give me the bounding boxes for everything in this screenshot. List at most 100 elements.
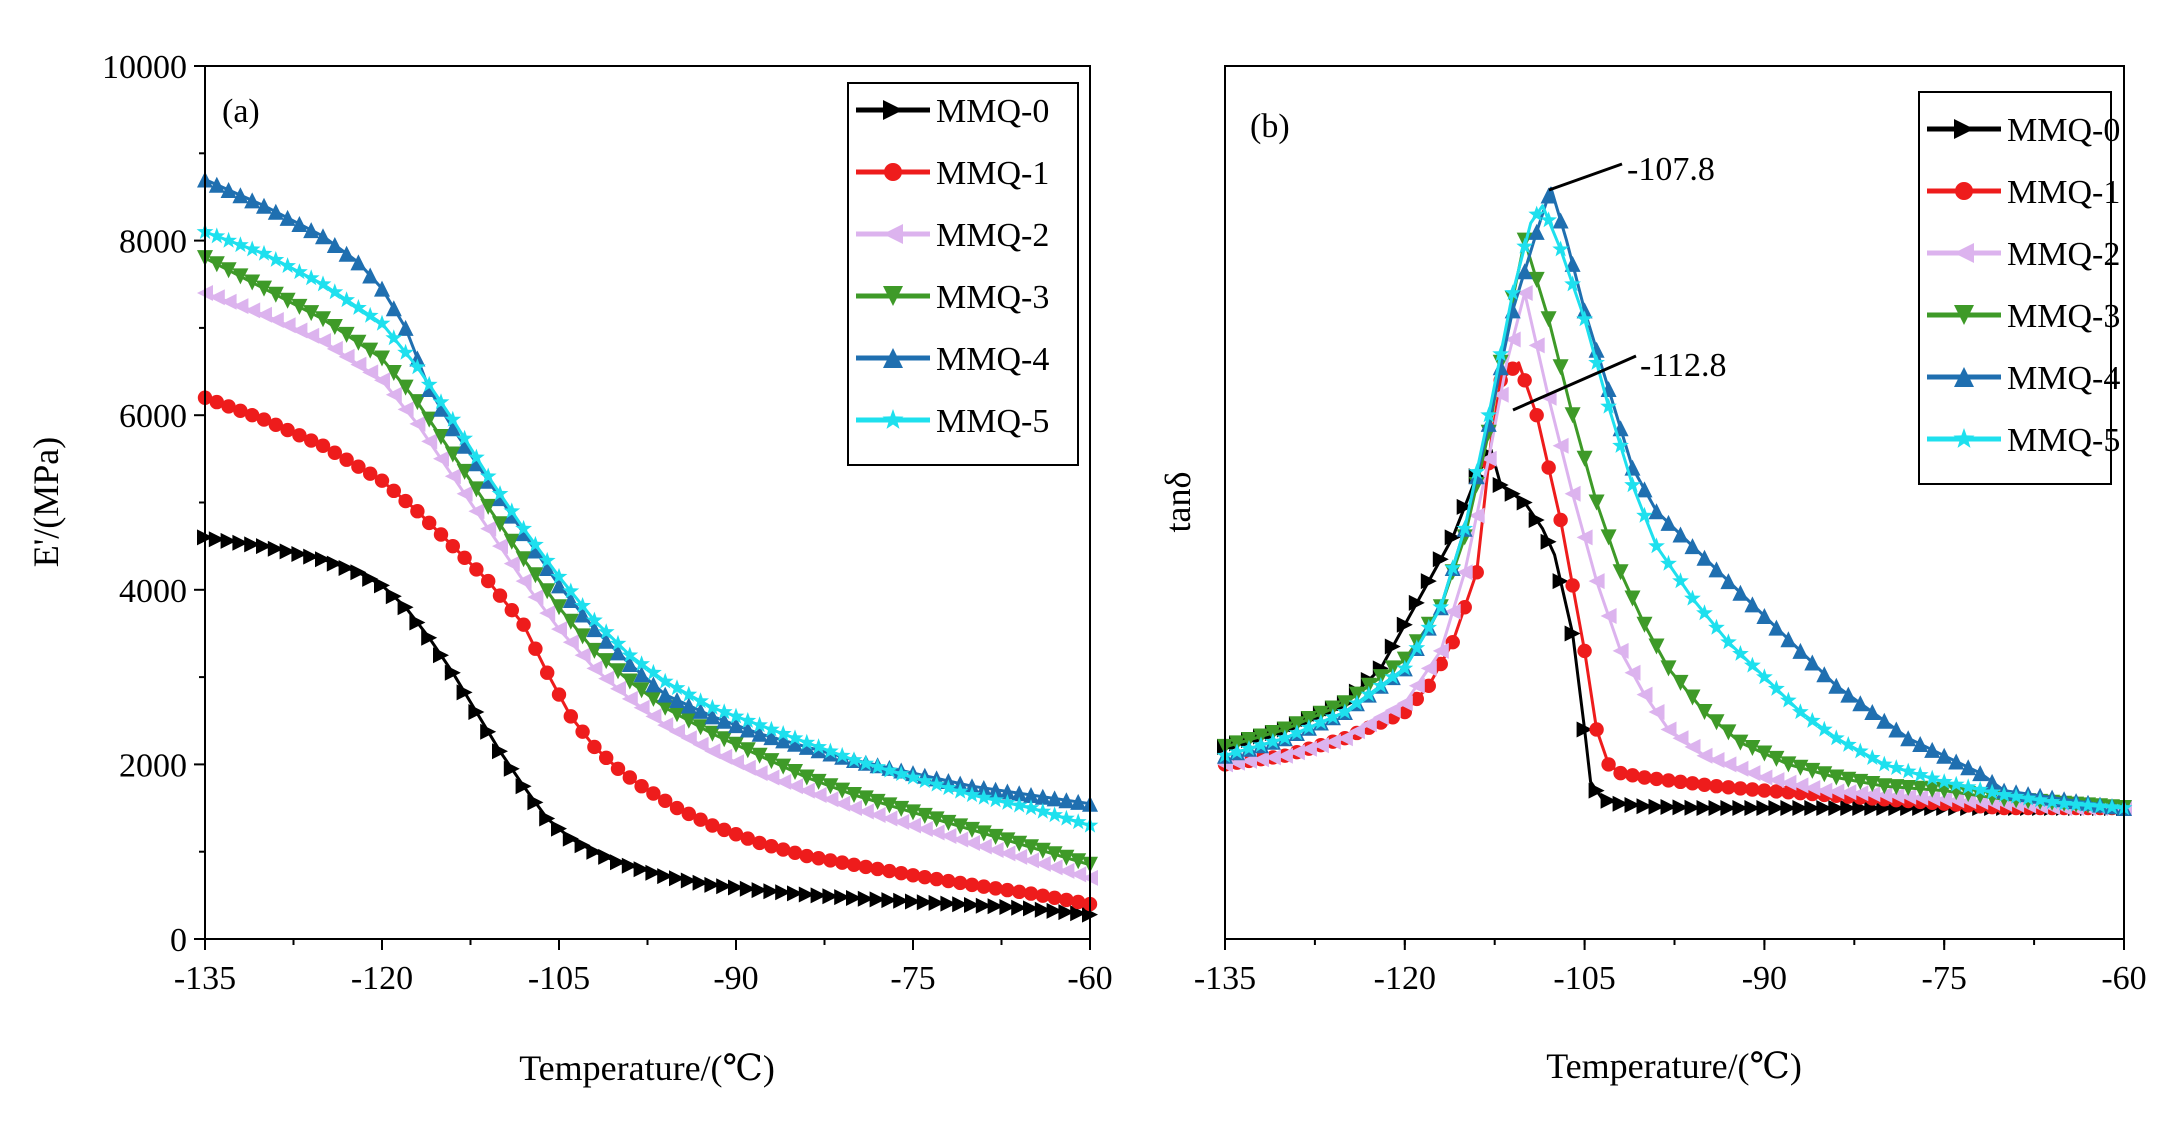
- data-point-mmq-4: [326, 237, 343, 253]
- data-point-mmq-0: [1504, 485, 1521, 502]
- data-point-mmq-3: [1768, 750, 1785, 767]
- data-point-mmq-1: [953, 875, 968, 891]
- data-point-mmq-5: [267, 251, 285, 267]
- data-point-mmq-5: [1432, 598, 1450, 615]
- data-point-mmq-1: [1023, 886, 1039, 901]
- data-point-mmq-4: [1828, 677, 1845, 694]
- data-point-mmq-3: [468, 481, 485, 498]
- data-point-mmq-2: [739, 759, 756, 776]
- data-point-mmq-2: [1011, 848, 1028, 865]
- data-point-mmq-2: [1720, 756, 1737, 773]
- data-point-mmq-3: [787, 764, 803, 780]
- data-point-mmq-5: [326, 283, 344, 300]
- data-point-mmq-5: [798, 733, 816, 750]
- data-point-mmq-2: [492, 538, 508, 555]
- data-point-mmq-5: [586, 611, 603, 628]
- data-point-mmq-2: [1504, 331, 1521, 348]
- data-point-mmq-4: [303, 222, 320, 239]
- data-point-mmq-5: [479, 467, 497, 484]
- data-point-mmq-2: [1312, 737, 1329, 754]
- data-point-mmq-4: [267, 203, 284, 220]
- data-point-mmq-5: [420, 375, 438, 392]
- data-point-mmq-1: [1709, 779, 1724, 794]
- data-point-mmq-2: [527, 589, 544, 606]
- data-point-mmq-0: [574, 837, 591, 854]
- panel-b-tan-delta-chart: -135 -120 -105 -90 -75 -60 (b) Temperature/(℃…: [1158, 65, 2147, 1086]
- data-point-mmq-4: [515, 525, 532, 542]
- data-point-mmq-3: [1828, 769, 1845, 786]
- data-point-mmq-4: [1732, 584, 1749, 601]
- data-point-mmq-4: [621, 656, 638, 672]
- data-point-mmq-3: [562, 613, 579, 630]
- data-point-mmq-3: [1046, 846, 1063, 863]
- data-point-mmq-2: [444, 468, 461, 485]
- data-point-mmq-5: [1899, 762, 1917, 779]
- data-point-mmq-5: [515, 519, 532, 536]
- data-point-mmq-1: [1071, 894, 1086, 910]
- data-point-mmq-0: [527, 794, 544, 811]
- data-point-mmq-4: [1696, 549, 1713, 566]
- data-point-mmq-3: [539, 583, 556, 600]
- data-point-mmq-5: [562, 582, 580, 599]
- data-point-mmq-1: [1505, 361, 1520, 376]
- data-point-mmq-0: [220, 532, 237, 549]
- data-point-mmq-3: [338, 326, 355, 343]
- data-point-mmq-3: [267, 286, 284, 303]
- data-point-mmq-3: [1636, 616, 1653, 633]
- data-point-mmq-2: [1528, 337, 1545, 354]
- legend-label: MMQ-2: [936, 217, 1049, 254]
- data-point-mmq-5: [503, 502, 521, 519]
- data-point-mmq-5: [409, 358, 426, 375]
- data-point-mmq-1: [717, 822, 732, 838]
- panel-a-storage-modulus-chart: -135 -120 -105 -90 -75 -60 0 2000 4000 6000 8000 10…: [26, 49, 1113, 1088]
- data-point-mmq-1: [776, 842, 791, 857]
- data-point-mmq-5: [1947, 775, 1965, 792]
- data-point-mmq-5: [1468, 463, 1486, 480]
- data-point-mmq-0: [444, 664, 461, 681]
- data-point-mmq-4: [468, 455, 485, 472]
- data-point-mmq-0: [1588, 782, 1605, 799]
- data-point-mmq-2: [1023, 852, 1039, 869]
- data-point-mmq-2: [1384, 702, 1401, 719]
- data-point-mmq-2: [315, 333, 331, 349]
- y-tick-label: 10000: [102, 49, 187, 86]
- data-point-mmq-5: [597, 623, 615, 640]
- data-point-mmq-2: [1612, 642, 1629, 659]
- data-point-mmq-1: [976, 879, 991, 894]
- data-point-mmq-1: [658, 793, 673, 808]
- data-point-mmq-2: [279, 317, 296, 334]
- data-point-mmq-2: [881, 810, 898, 827]
- data-point-mmq-2: [1828, 783, 1845, 800]
- data-point-mmq-2: [798, 782, 815, 799]
- data-point-mmq-1: [1721, 780, 1736, 795]
- data-point-mmq-3: [633, 682, 650, 699]
- data-point-mmq-4: [1960, 759, 1977, 776]
- data-point-mmq-5: [1684, 589, 1701, 606]
- data-point-mmq-0: [610, 854, 626, 871]
- data-point-mmq-2: [1070, 866, 1087, 883]
- data-point-mmq-0: [1011, 899, 1028, 916]
- data-point-mmq-5: [881, 761, 898, 778]
- data-point-mmq-2: [409, 415, 426, 432]
- data-point-mmq-2: [1588, 573, 1605, 590]
- data-point-mmq-1: [551, 687, 567, 702]
- x-tick-label: -105: [1553, 960, 1615, 997]
- legend-box: [847, 82, 1079, 466]
- data-point-mmq-2: [1732, 760, 1749, 777]
- data-point-mmq-2: [586, 660, 603, 677]
- data-point-mmq-3: [551, 599, 567, 616]
- data-point-mmq-5: [220, 231, 237, 248]
- legend-swatch-marker: [884, 163, 902, 181]
- data-point-mmq-2: [846, 800, 862, 816]
- data-point-mmq-5: [2103, 798, 2121, 815]
- data-point-mmq-5: [1732, 645, 1749, 661]
- data-point-mmq-3: [586, 642, 603, 659]
- data-point-mmq-0: [621, 857, 638, 874]
- data-point-mmq-0: [810, 887, 827, 904]
- legend-label: MMQ-4: [936, 341, 1049, 378]
- data-point-mmq-3: [692, 719, 709, 736]
- data-point-mmq-1: [882, 863, 897, 879]
- data-point-mmq-5: [1672, 572, 1689, 589]
- legend-label: MMQ-3: [936, 279, 1049, 316]
- data-point-mmq-1: [339, 452, 354, 467]
